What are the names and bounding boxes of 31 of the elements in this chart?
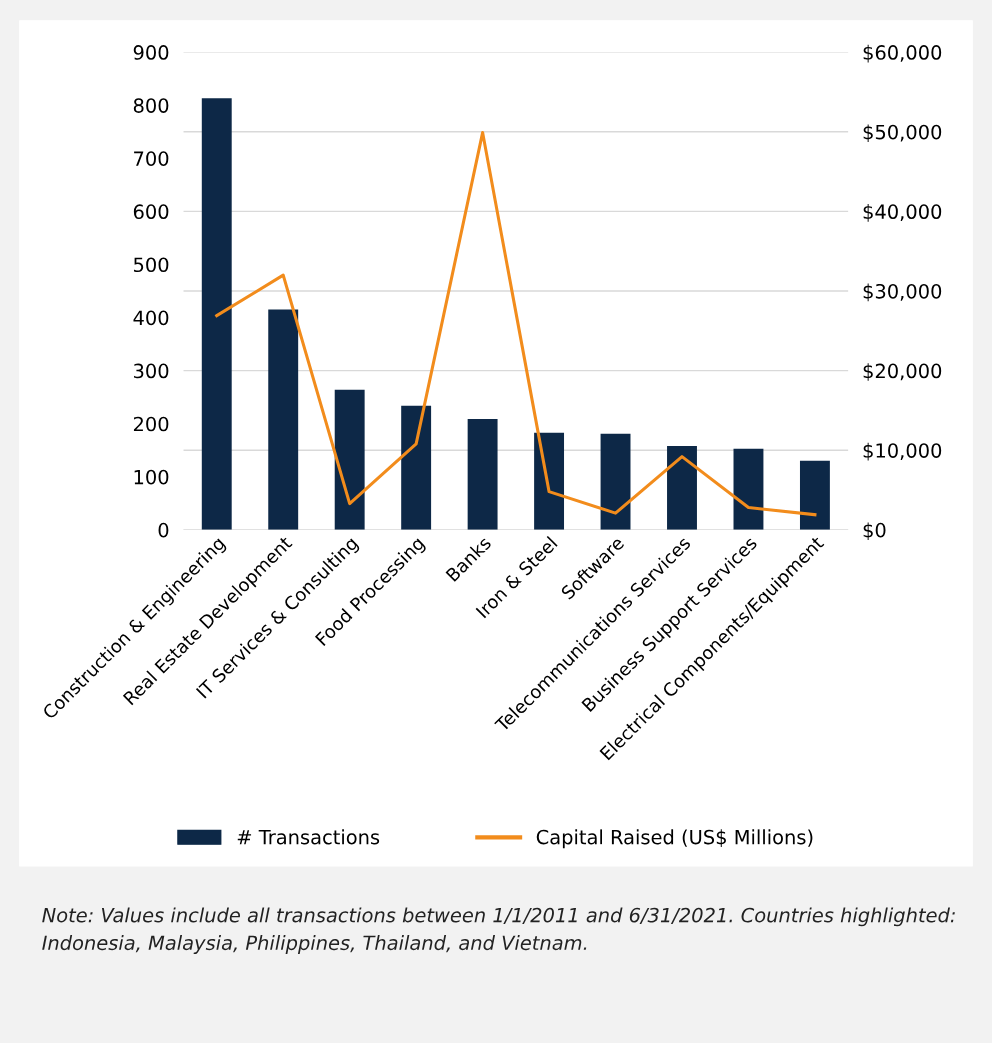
legend-label: # Transactions xyxy=(237,829,380,845)
y2-tick-label: $20,000 xyxy=(863,363,942,381)
y-tick-label: 0 xyxy=(158,522,169,538)
bar xyxy=(467,418,498,530)
bar xyxy=(268,309,299,530)
bar xyxy=(600,433,631,530)
bar xyxy=(733,448,764,530)
y-tick-label: 600 xyxy=(133,204,169,220)
bar xyxy=(667,445,697,530)
line-series xyxy=(215,131,817,517)
y2-tick-label: $40,000 xyxy=(863,203,942,222)
y-tick-label: 100 xyxy=(134,469,169,485)
y2-tick-label: $50,000 xyxy=(863,124,942,143)
y2-tick-label: $30,000 xyxy=(863,283,942,302)
bar xyxy=(334,389,365,530)
y2-tick-label: $0 xyxy=(863,522,886,541)
y-tick-label: 400 xyxy=(133,310,169,326)
bar xyxy=(534,432,565,530)
y-tick-label: 200 xyxy=(133,416,169,432)
y-tick-label: 900 xyxy=(133,45,169,60)
text: Note: Values include all transactions between 1/1/2011 and 6/31/2021. Countries highlighted: Indonesia, Malaysia, Philippines, Thailand, and Vietnam. xyxy=(42,907,955,954)
y2-tick-label: $60,000 xyxy=(863,44,942,63)
bar xyxy=(401,405,432,530)
y-tick-label: 700 xyxy=(134,151,169,166)
legend-label: Capital Raised (US$ Millions) xyxy=(536,829,813,849)
y2-tick-label: $10,000 xyxy=(863,442,942,461)
y-tick-label: 500 xyxy=(134,257,169,273)
y-tick-label: 300 xyxy=(134,363,169,379)
bar xyxy=(799,460,830,530)
bar xyxy=(201,98,232,530)
y-tick-label: 800 xyxy=(133,98,169,113)
